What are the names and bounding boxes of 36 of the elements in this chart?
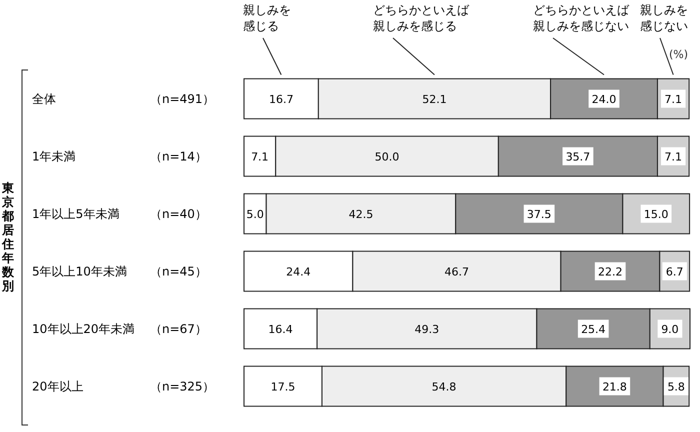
category-label: 10年以上20年未満（n=67）: [32, 322, 207, 336]
data-label: 52.1: [422, 92, 447, 106]
data-label: 7.1: [664, 92, 682, 106]
data-label: 5.8: [667, 380, 685, 394]
data-label: 25.4: [581, 322, 606, 336]
data-label: 16.7: [268, 92, 294, 106]
data-label: 7.1: [664, 150, 682, 164]
data-label: 17.5: [270, 380, 296, 394]
text: どちらかといえば親しみを感じない: [533, 3, 630, 33]
data-label: 9.0: [661, 322, 679, 336]
data-label: 35.7: [566, 150, 590, 164]
data-label: 16.4: [268, 322, 293, 336]
data-label: 42.5: [348, 208, 374, 221]
text: 東京都居住年数別: [1, 181, 15, 293]
data-label: 54.8: [432, 380, 456, 394]
category-label: 5年以上10年未満（n=45）: [32, 264, 207, 278]
category-label: 全体（n=491）: [32, 92, 215, 106]
data-label: 49.3: [414, 322, 440, 336]
category-label: 20年以上（n=325）: [32, 379, 215, 394]
text: (%): [668, 48, 688, 61]
text: どちらかといえば親しみを感じる: [373, 3, 470, 33]
text: 親しみを感じる: [243, 3, 291, 33]
category-label: 1年未満（n=14）: [32, 149, 207, 164]
data-label: 24.0: [592, 92, 616, 106]
data-label: 6.7: [666, 265, 684, 278]
text: 親しみを感じない: [640, 3, 688, 33]
data-label: 21.8: [602, 380, 627, 394]
data-label: 50.0: [374, 150, 400, 164]
data-label: 46.7: [444, 265, 469, 278]
category-label: 1年以上5年未満（n=40）: [32, 206, 207, 221]
data-label: 5.0: [246, 208, 264, 221]
data-label: 37.5: [526, 208, 552, 221]
data-label: 24.4: [286, 265, 311, 278]
data-label: 15.0: [644, 208, 668, 221]
data-label: 22.2: [598, 265, 622, 278]
data-label: 7.1: [251, 150, 269, 164]
